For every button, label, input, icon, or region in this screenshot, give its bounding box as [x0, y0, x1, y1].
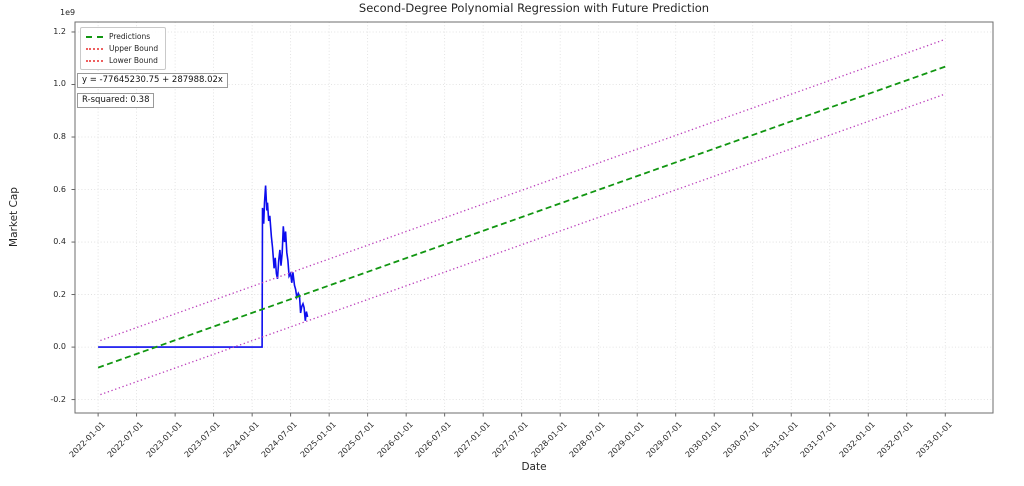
legend-line-icon: [86, 47, 103, 50]
series-upper-bound: [100, 38, 946, 342]
equation-annotation: y = -77645230.75 + 287988.02x: [77, 73, 228, 88]
r-squared-annotation: R-squared: 0.38: [77, 93, 155, 108]
y-tick-label: 0.8: [53, 132, 66, 141]
series-predictions: [97, 65, 946, 369]
legend: Predictions Upper Bound Lower Bound: [80, 27, 167, 70]
y-tick-label: 0.2: [53, 289, 66, 299]
legend-entry: Predictions: [86, 32, 158, 41]
y-tick-label: 0.6: [53, 184, 66, 194]
y-tick-label: 1.2: [53, 26, 66, 36]
legend-label: Predictions: [109, 32, 151, 41]
plot-border: [74, 21, 994, 414]
y-axis-offset-label: 1e9: [60, 8, 76, 17]
legend-line-icon: [86, 35, 103, 38]
legend-label: Lower Bound: [109, 56, 158, 65]
x-axis-label: Date: [521, 461, 547, 473]
chart-title: Second-Degree Polynomial Regression with…: [358, 1, 710, 15]
y-tick-label: 0.4: [53, 237, 66, 247]
legend-line-icon: [86, 59, 103, 62]
y-tick-label: 1.0: [53, 79, 66, 89]
legend-entry: Upper Bound: [86, 44, 158, 53]
series-lower-bound: [100, 93, 946, 396]
y-tick-label: 0.0: [53, 342, 66, 352]
y-tick-label: -0.2: [50, 394, 66, 404]
series-market-cap-actual: [98, 185, 309, 348]
legend-label: Upper Bound: [109, 44, 159, 53]
legend-entry: Lower Bound: [86, 56, 158, 65]
